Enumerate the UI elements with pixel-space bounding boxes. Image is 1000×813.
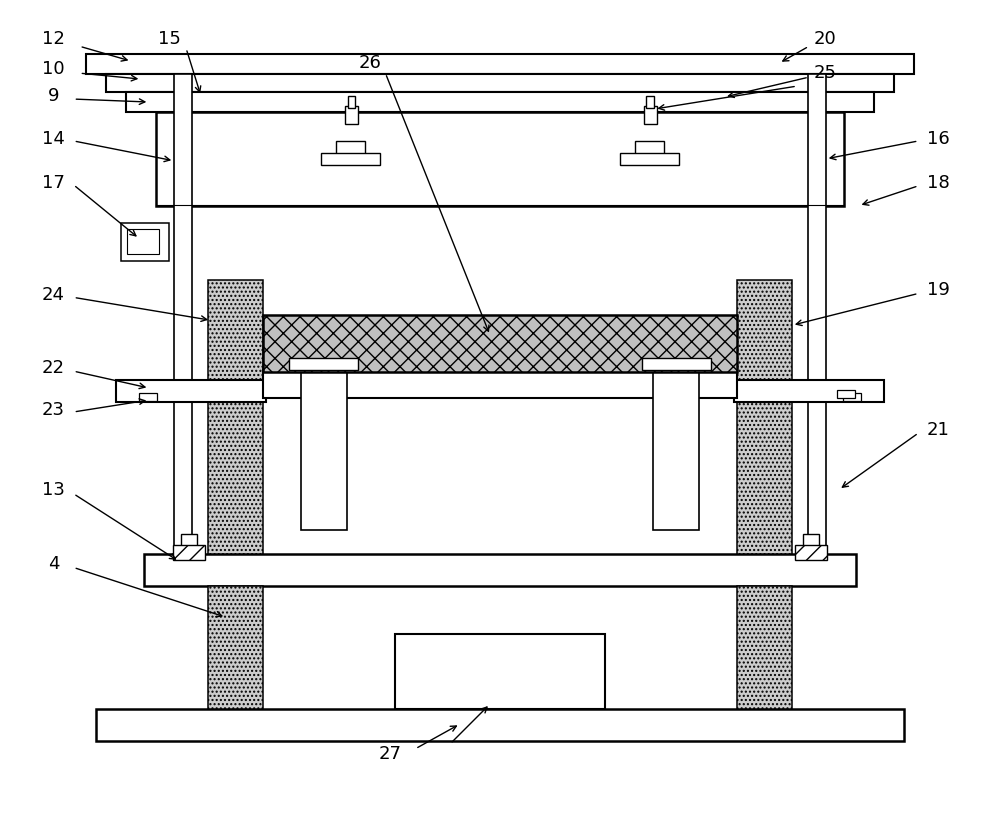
Text: 26: 26 bbox=[359, 54, 382, 72]
Bar bbox=[106, 74, 894, 92]
Text: 20: 20 bbox=[814, 30, 836, 48]
Text: 16: 16 bbox=[927, 130, 950, 148]
Bar bbox=[263, 315, 737, 372]
Bar bbox=[795, 545, 827, 560]
Bar bbox=[263, 370, 737, 398]
Bar bbox=[144, 554, 856, 586]
Bar bbox=[208, 586, 263, 736]
Bar bbox=[642, 359, 711, 370]
Bar bbox=[173, 545, 205, 560]
Bar bbox=[121, 223, 169, 260]
Bar bbox=[86, 54, 914, 74]
Text: 18: 18 bbox=[927, 174, 950, 192]
Text: 17: 17 bbox=[42, 174, 65, 192]
Text: 27: 27 bbox=[379, 745, 402, 763]
Bar bbox=[208, 280, 263, 559]
Bar bbox=[139, 393, 157, 401]
Bar bbox=[336, 141, 365, 163]
Bar bbox=[96, 709, 904, 741]
Text: 25: 25 bbox=[813, 64, 836, 82]
Bar bbox=[837, 390, 855, 398]
Bar bbox=[116, 380, 266, 402]
Text: 24: 24 bbox=[42, 286, 65, 304]
Text: 14: 14 bbox=[42, 130, 65, 148]
Bar bbox=[635, 141, 664, 163]
Text: 22: 22 bbox=[42, 359, 65, 377]
Bar bbox=[737, 280, 792, 559]
Bar bbox=[734, 380, 884, 402]
Text: 19: 19 bbox=[927, 281, 950, 299]
Bar bbox=[127, 228, 159, 254]
Text: 15: 15 bbox=[158, 30, 181, 48]
Bar bbox=[174, 74, 192, 582]
Text: 10: 10 bbox=[42, 60, 65, 78]
Text: 13: 13 bbox=[42, 480, 65, 498]
Bar bbox=[808, 74, 826, 582]
Text: 21: 21 bbox=[927, 421, 950, 439]
Bar bbox=[644, 106, 657, 124]
Bar bbox=[348, 96, 355, 108]
Bar bbox=[646, 96, 654, 108]
Bar bbox=[321, 153, 380, 165]
Bar bbox=[156, 112, 844, 206]
Text: 23: 23 bbox=[42, 401, 65, 419]
Bar bbox=[653, 346, 699, 529]
Text: 9: 9 bbox=[48, 87, 59, 105]
Bar bbox=[289, 359, 358, 370]
Bar bbox=[345, 106, 358, 124]
Text: 12: 12 bbox=[42, 30, 65, 48]
Bar bbox=[395, 634, 605, 709]
Bar bbox=[803, 533, 819, 558]
Bar bbox=[843, 393, 861, 401]
Bar bbox=[301, 346, 347, 529]
Bar bbox=[620, 153, 679, 165]
Text: 4: 4 bbox=[48, 555, 59, 573]
Bar bbox=[737, 586, 792, 736]
Bar bbox=[126, 92, 874, 112]
Bar bbox=[181, 533, 197, 558]
